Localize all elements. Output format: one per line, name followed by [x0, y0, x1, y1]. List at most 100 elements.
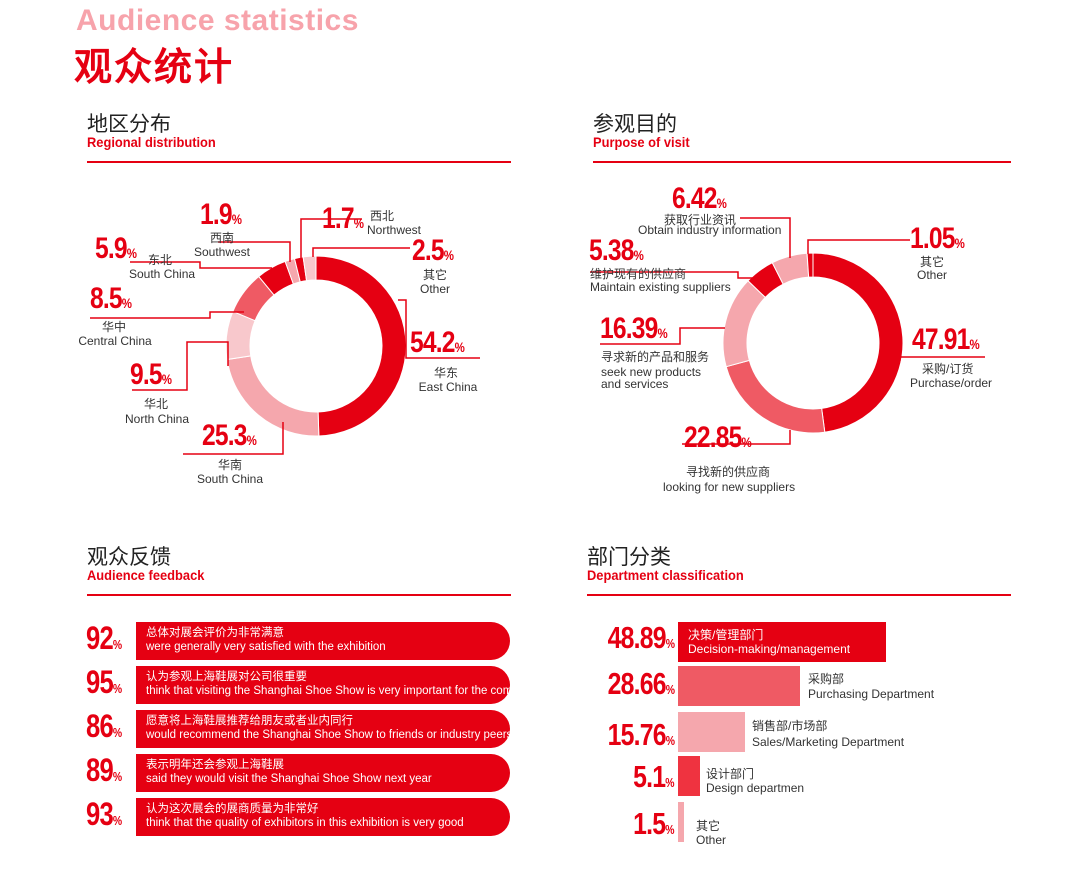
department-bar — [678, 802, 684, 842]
department-divider — [587, 594, 1011, 596]
feedback-text-en: were generally very satisfied with the e… — [146, 641, 386, 653]
department-bar — [678, 666, 800, 706]
leader-line — [90, 311, 244, 319]
purpose-title-en: Purpose of visit — [593, 134, 690, 150]
feedback-text-cn: 总体对展会评价为非常满意 — [146, 627, 284, 639]
leader-line — [590, 271, 755, 279]
leader-line — [682, 430, 791, 445]
category-label-cn: 其它 — [422, 268, 447, 282]
value-label: 6.42% — [672, 182, 727, 215]
department-label-en: Sales/Marketing Department — [752, 735, 905, 749]
value-label: 25.3% — [202, 419, 257, 452]
category-label-en: Maintain existing suppliers — [590, 280, 731, 294]
leader-line — [300, 218, 362, 258]
category-label-en: looking for new suppliers — [663, 480, 796, 494]
department-label-en: Decision-making/management — [688, 642, 851, 656]
regional-title-cn: 地区分布 — [87, 113, 171, 136]
regional-title-en: Regional distribution — [87, 134, 216, 150]
leader-line — [218, 241, 291, 262]
category-label-en: East China — [418, 380, 478, 394]
feedback-bar: 认为参观上海鞋展对公司很重要 think that visiting the S… — [136, 666, 537, 704]
value-label: 1.7% — [322, 202, 364, 235]
page-title-en: Audience statistics — [76, 4, 359, 37]
category-label-en: Central China — [78, 334, 152, 348]
category-label-cn: 维护现有的供应商 — [590, 267, 687, 281]
department-label-cn: 销售部/市场部 — [752, 719, 828, 733]
category-label-en: Southwest — [193, 245, 251, 259]
category-label-cn: 寻找新的供应商 — [685, 465, 770, 479]
value-label: 16.39% — [600, 312, 668, 345]
feedback-text-cn: 认为参观上海鞋展对公司很重要 — [146, 671, 307, 683]
donut-slice — [302, 255, 317, 282]
category-label-cn: 西北 — [370, 209, 395, 223]
category-label-cn: 华东 — [433, 366, 458, 380]
regional-divider — [87, 161, 511, 163]
feedback-bar: 认为这次展会的展商质量为非常好 think that the quality o… — [136, 798, 510, 836]
category-label-en: Other — [916, 268, 947, 282]
department-value: 1.5% — [633, 806, 674, 841]
feedback-value: 93% — [86, 796, 122, 832]
feedback-divider — [87, 594, 511, 596]
category-label-en: Obtain industry information — [638, 223, 782, 237]
feedback-value: 95% — [86, 664, 122, 700]
feedback-text-cn: 认为这次展会的展商质量为非常好 — [146, 803, 319, 815]
leader-line — [895, 356, 985, 361]
department-label-cn: 采购部 — [808, 672, 845, 686]
category-label-cn: 西南 — [209, 231, 234, 245]
feedback-value: 92% — [86, 620, 122, 656]
department-label-cn: 设计部门 — [706, 767, 755, 781]
category-label-cn: 采购/订货 — [922, 362, 974, 376]
value-label: 5.38% — [589, 234, 644, 267]
category-label-en: Purchase/order — [910, 376, 993, 390]
leader-line — [130, 261, 272, 269]
value-label: 9.5% — [130, 358, 172, 391]
department-value: 5.1% — [633, 759, 674, 794]
category-label-en: North China — [124, 412, 190, 426]
value-label: 8.5% — [90, 282, 132, 315]
leader-line — [807, 239, 910, 254]
category-label-en: Northwest — [367, 223, 422, 237]
feedback-title-en: Audience feedback — [87, 567, 205, 583]
feedback-text-en: think that visiting the Shanghai Shoe Sh… — [146, 685, 538, 697]
value-label: 2.5% — [412, 234, 454, 267]
leader-line — [312, 247, 410, 257]
category-label-cn: 华中 — [101, 320, 126, 334]
category-label-cn: 寻求新的产品和服务 — [601, 350, 710, 364]
category-label-en: South China — [196, 472, 264, 486]
feedback-bar: 表示明年还会参观上海鞋展 said they would visit the S… — [136, 754, 510, 792]
leader-line — [398, 299, 480, 359]
donut-slice — [806, 252, 814, 278]
category-label-cn: 获取行业资讯 — [663, 213, 736, 227]
feedback-text-cn: 表示明年还会参观上海鞋展 — [146, 759, 284, 771]
page-title-cn: 观众统计 — [74, 47, 235, 89]
purpose-title-cn: 参观目的 — [593, 113, 677, 136]
feedback-value: 89% — [86, 752, 122, 788]
feedback-text-en: said they would visit the Shanghai Shoe … — [146, 773, 432, 785]
department-bar — [678, 756, 700, 796]
feedback-bar: 总体对展会评价为非常满意 were generally very satisfi… — [136, 622, 510, 660]
department-label-en: Purchasing Department — [808, 687, 935, 701]
department-value: 28.66% — [607, 666, 674, 701]
value-label: 1.9% — [200, 198, 242, 231]
value-label: 5.9% — [95, 232, 137, 265]
category-label-cn: 其它 — [919, 255, 944, 269]
feedback-text-cn: 愿意将上海鞋展推荐给朋友或者业内同行 — [146, 715, 353, 727]
department-label-en: Design departmen — [706, 781, 805, 795]
category-label-en: seek new products — [601, 365, 702, 379]
value-label: 22.85% — [684, 421, 752, 454]
department-title-cn: 部门分类 — [587, 546, 671, 569]
department-label-cn: 决策/管理部门 — [688, 628, 764, 642]
category-label-cn: 华北 — [143, 397, 168, 411]
department-bar — [678, 622, 886, 662]
feedback-text-en: think that the quality of exhibitors in … — [146, 817, 464, 829]
feedback-bar: 愿意将上海鞋展推荐给朋友或者业内同行 would recommend the S… — [136, 710, 512, 748]
value-label: 47.91% — [912, 323, 980, 356]
value-label: 54.2% — [410, 326, 465, 359]
category-label-cn: 华南 — [217, 458, 242, 472]
donut-slice — [315, 255, 407, 437]
feedback-value: 86% — [86, 708, 122, 744]
category-label-en: Other — [419, 282, 450, 296]
department-title-en: Department classification — [587, 567, 744, 583]
department-label-cn: 其它 — [696, 819, 721, 833]
